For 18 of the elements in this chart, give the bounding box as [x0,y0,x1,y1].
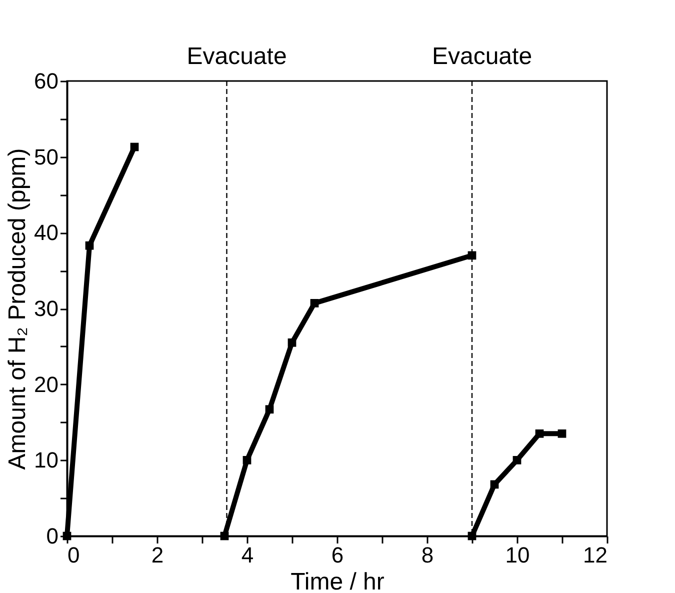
x-axis-title: Time / hr [290,568,384,593]
y-tick-label: 10 [34,448,58,473]
y-tick-label: 0 [46,524,58,548]
x-tick-label: 6 [331,542,344,568]
y-tick-label: 40 [34,220,58,246]
x-tick-label: 0 [68,542,80,568]
y-tick-label: 20 [34,372,58,397]
x-tick-label: 4 [241,542,254,568]
y-tick-label: 60 [34,68,58,94]
x-tick-label: 8 [421,542,434,568]
ref-line-label: Evacuate [432,43,532,70]
x-tick-label: 12 [583,542,608,568]
ref-line-label: Evacuate [186,43,287,70]
y-tick-label: 30 [34,296,58,321]
y-axis-title: Amount of H₂ Produced (ppm) [4,148,32,470]
x-tick-label: 2 [151,542,164,568]
y-tick-label: 50 [34,144,58,170]
x-tick-label: 10 [505,542,530,568]
